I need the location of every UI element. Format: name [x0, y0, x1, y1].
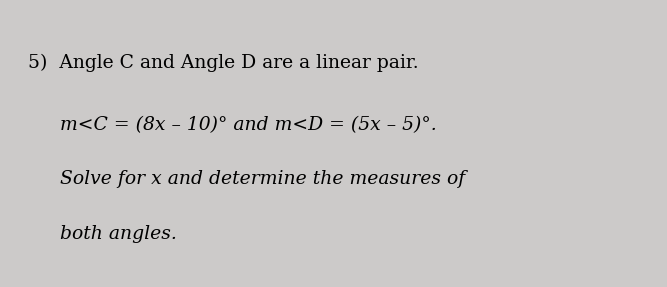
Text: m<C = (8x – 10)° and m<D = (5x – 5)°.: m<C = (8x – 10)° and m<D = (5x – 5)°.: [60, 116, 437, 134]
Text: Solve for x and determine the measures of: Solve for x and determine the measures o…: [60, 170, 466, 188]
Text: both angles.: both angles.: [60, 225, 177, 243]
Text: 5)  Angle C and Angle D are a linear pair.: 5) Angle C and Angle D are a linear pair…: [28, 54, 419, 72]
